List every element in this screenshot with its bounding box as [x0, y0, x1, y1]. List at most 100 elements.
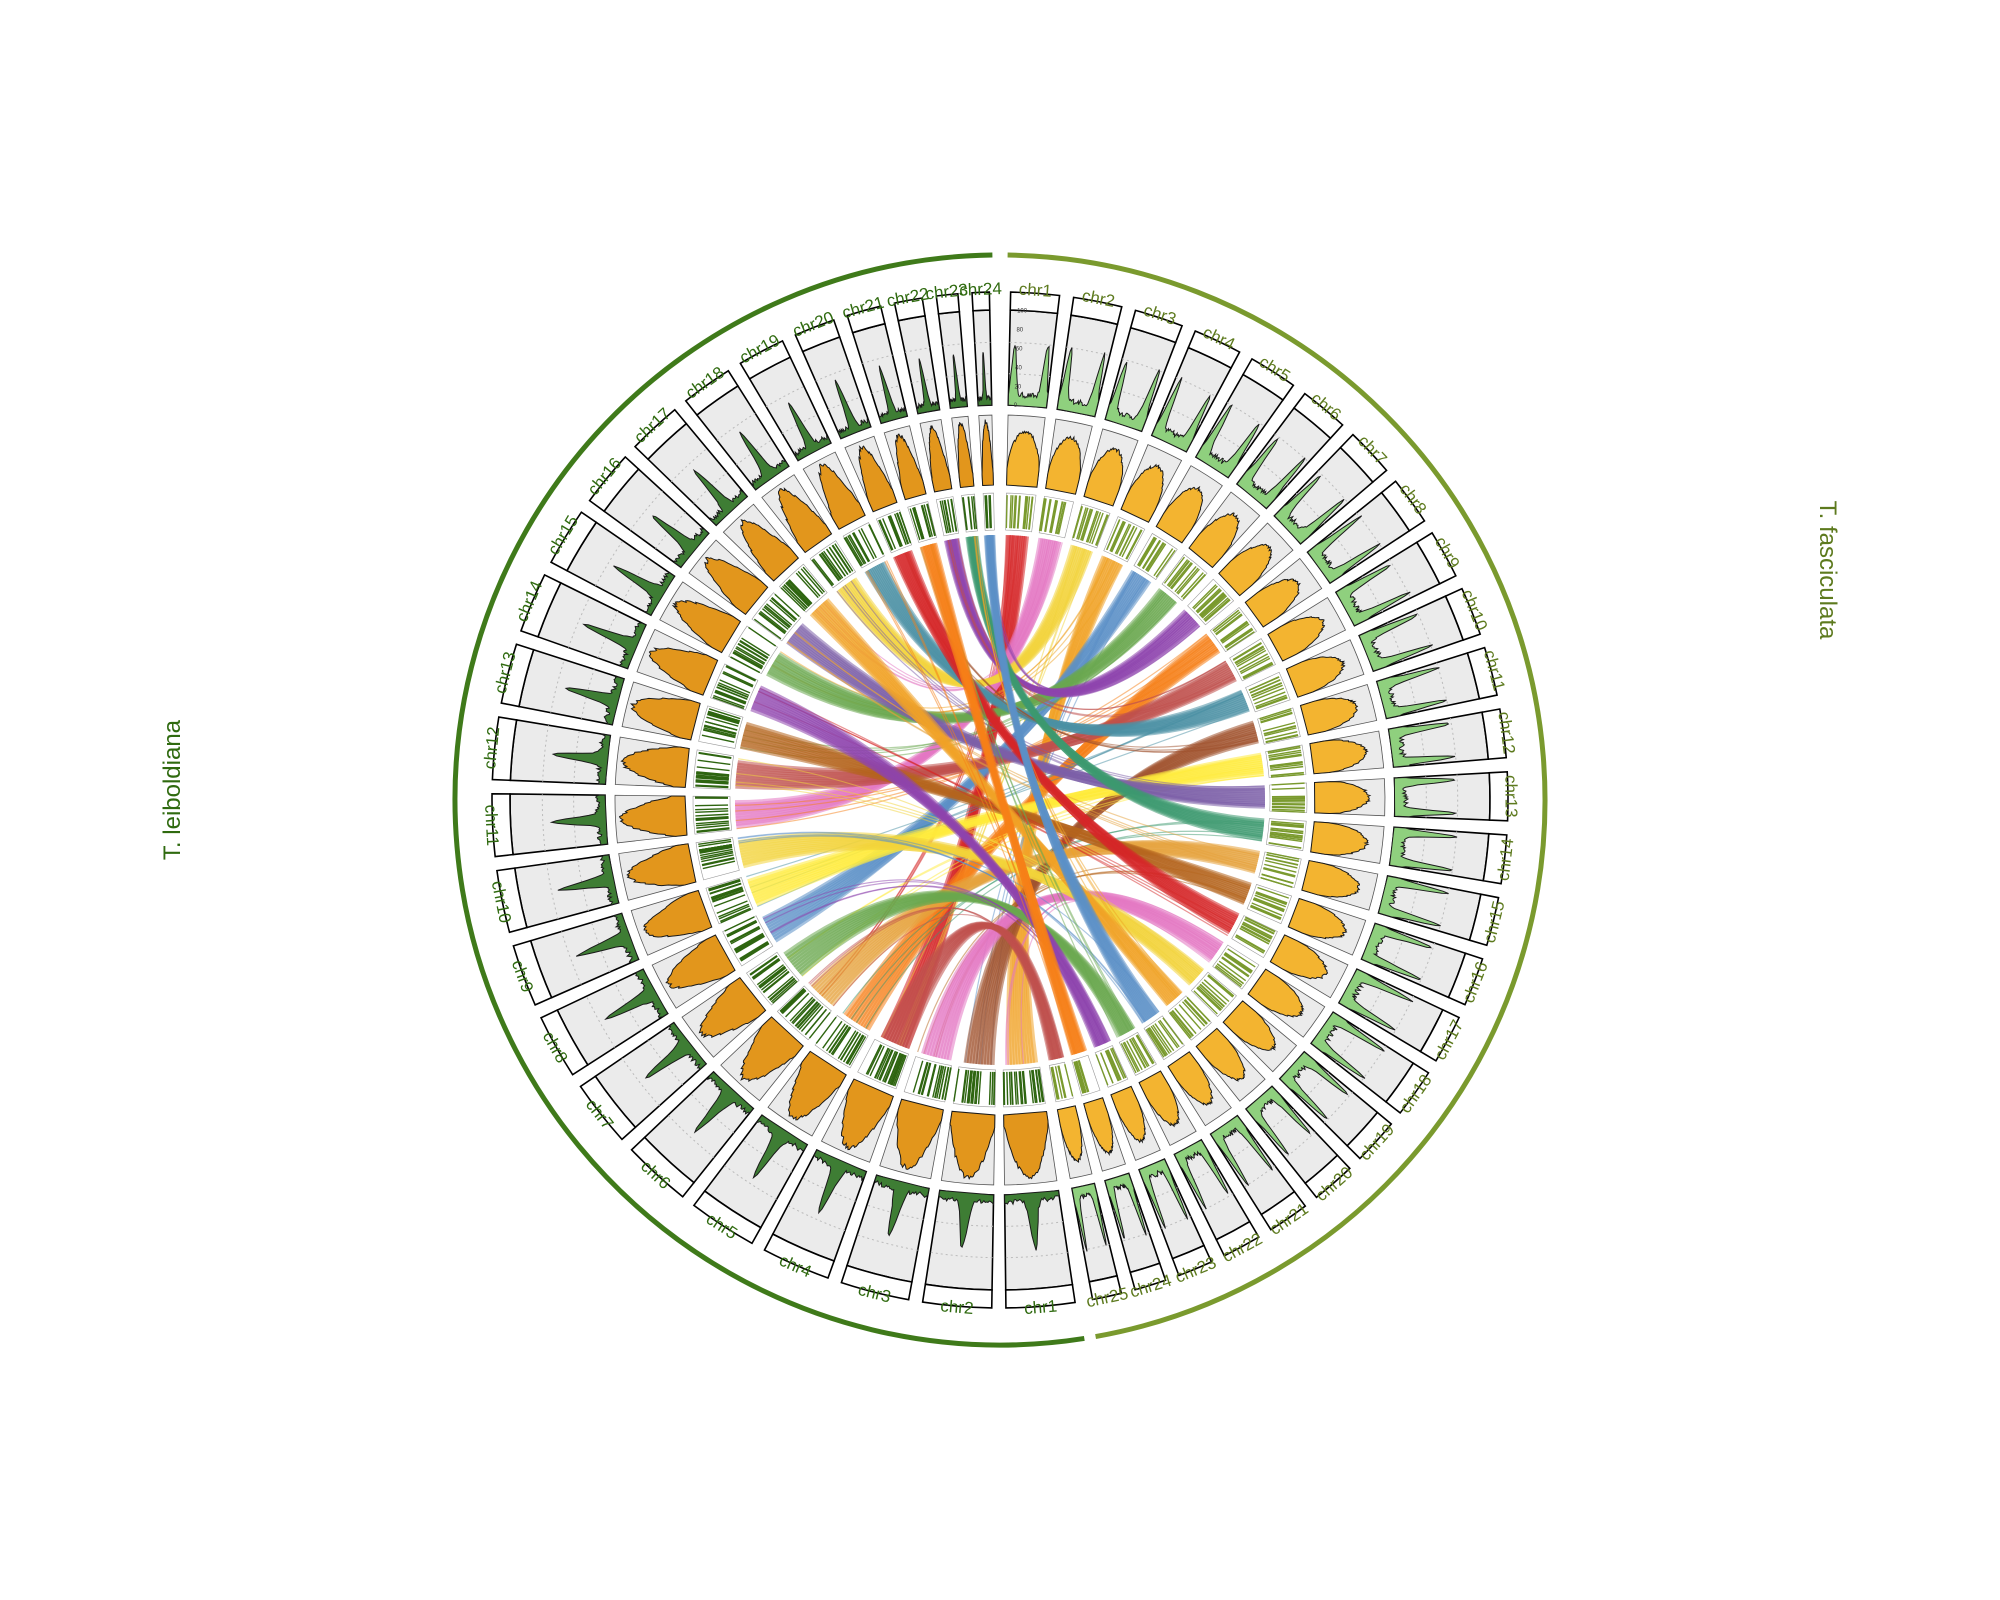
chromosome-fasciculata-chr17: [1231, 915, 1461, 1062]
chromosome-fasciculata-chr13: [1269, 770, 1509, 822]
chromosome-leiboldiana-chr8: [539, 915, 774, 1076]
chromosome-fasciculata-chr6: [1161, 392, 1344, 602]
synteny-link: [844, 584, 1265, 788]
chromosome-leiboldiana-chr15: [549, 511, 778, 675]
chromosome-leiboldiana-chr5: [692, 1015, 869, 1245]
synteny-link: [735, 781, 1204, 972]
chromosome-fasciculata-chr10: [1245, 587, 1482, 713]
chr-label: chr1: [1023, 1297, 1057, 1319]
chromosome-fasciculata-chr3: [1071, 309, 1184, 549]
chromosome-leiboldiana-chr20: [794, 318, 913, 554]
chromosome-leiboldiana-chr23: [935, 292, 978, 533]
species-arc-leiboldiana: [452, 252, 1085, 1348]
chr-label: chr24: [959, 279, 1002, 300]
chromosome-leiboldiana-chr11: [491, 792, 733, 858]
chromosome-fasciculata-chr1: [1005, 291, 1061, 533]
synteny-link: [974, 536, 1177, 999]
chromosome-leiboldiana-chr7: [579, 951, 800, 1141]
chromosome-fasciculata-chr11: [1257, 646, 1498, 745]
synteny-link: [738, 835, 1146, 1022]
chromosome-fasciculata-chr7: [1187, 433, 1388, 626]
track-tick-label: 0: [1014, 403, 1018, 409]
synteny-link: [988, 535, 1147, 1024]
species-arcs: [452, 252, 1548, 1348]
synteny-link: [737, 831, 1160, 1013]
chromosome-leiboldiana-chr16: [588, 455, 802, 642]
chromosome-leiboldiana-chr22: [893, 297, 960, 537]
synteny-link: [832, 913, 1064, 1058]
chr-label: chr2: [940, 1296, 975, 1318]
synteny-link: [917, 872, 1245, 1053]
chromosome-leiboldiana-chr6: [630, 985, 832, 1198]
chromosome-fasciculata-chr18: [1212, 944, 1430, 1115]
synteny-link: [885, 922, 1054, 1061]
synteny-link: [1020, 899, 1210, 1065]
chr-label: chr14: [1494, 837, 1518, 881]
synteny-link: [952, 538, 1201, 698]
chromosome-fasciculata-chr19: [1190, 971, 1393, 1160]
chromosome-leiboldiana-chr9: [512, 877, 754, 1006]
chromosome-fasciculata-chr21: [1143, 1015, 1307, 1231]
chromosome-leiboldiana-chr12: [491, 716, 734, 790]
chr-label: chr1: [1018, 280, 1052, 301]
chromosome-fasciculata-chr23: [1094, 1045, 1213, 1277]
synteny-link: [842, 586, 1265, 805]
chromosome-leiboldiana-chr24: [971, 291, 995, 531]
synteny-link: [949, 539, 1234, 717]
synteny-link: [808, 906, 1056, 1060]
synteny-link: [884, 561, 1077, 1054]
chromosome-leiboldiana-chr10: [496, 837, 740, 934]
chromosome-fasciculata-chr14: [1265, 818, 1508, 885]
chromosome-fasciculata-chr15: [1258, 851, 1500, 947]
species-label-leiboldiana: T. leiboldiana: [159, 719, 186, 860]
synteny-link: [787, 641, 1257, 870]
track-tick-label: 100: [1017, 308, 1028, 314]
chromosome-fasciculata-chr5: [1133, 357, 1295, 580]
synteny-link: [794, 632, 1260, 857]
chromosome-fasciculata-chr8: [1209, 480, 1426, 653]
chr-label: chr23: [925, 280, 969, 303]
chromosome-fasciculata-chr24: [1071, 1054, 1167, 1291]
chromosome-segments: [491, 291, 1509, 1309]
chromosome-leiboldiana-chr17: [633, 408, 828, 613]
chromosome-leiboldiana-chr21: [846, 305, 937, 543]
chromosome-leiboldiana-chr18: [684, 369, 856, 589]
chromosome-leiboldiana-chr3: [840, 1056, 952, 1301]
chromosome-leiboldiana-chr13: [500, 643, 744, 749]
synteny-link: [947, 540, 1226, 710]
chromosome-fasciculata-chr25: [1048, 1061, 1123, 1301]
chromosome-fasciculata-chr12: [1265, 708, 1508, 778]
chromosome-fasciculata-chr20: [1167, 995, 1351, 1199]
synteny-link: [1007, 892, 1224, 1065]
synteny-link: [735, 784, 1195, 981]
chromosome-fasciculata-chr16: [1246, 884, 1484, 1006]
chr-label: chr13: [1501, 775, 1520, 818]
synteny-link: [736, 772, 1201, 975]
track-tick-label: 40: [1015, 365, 1022, 371]
chromosome-fasciculata-chr2: [1038, 296, 1123, 539]
synteny-link: [770, 885, 1111, 1042]
synteny-link: [764, 881, 1106, 1044]
chromosome-leiboldiana-chr1: [1002, 1066, 1076, 1309]
synteny-link: [738, 758, 1193, 983]
track-tick-label: 80: [1016, 327, 1023, 333]
synteny-link: [786, 892, 1123, 1038]
synteny-link: [976, 535, 1182, 994]
synteny-link: [796, 626, 1265, 809]
chromosome-fasciculata-chr4: [1103, 329, 1241, 563]
chr-label: chr12: [480, 726, 503, 770]
track-tick-label: 60: [1016, 346, 1023, 352]
track-tick-label: 20: [1014, 384, 1021, 390]
synteny-link: [865, 571, 1073, 1056]
synteny-link: [866, 570, 1085, 1052]
chromosome-leiboldiana-chr19: [739, 339, 885, 569]
synteny-links: [734, 535, 1266, 1065]
chromosome-leiboldiana-chr4: [763, 1038, 909, 1280]
chromosome-fasciculata-chr22: [1118, 1031, 1260, 1257]
chromosome-leiboldiana-chr2: [921, 1066, 996, 1309]
chromosome-leiboldiana-chr14: [519, 573, 759, 711]
synteny-link: [770, 885, 1101, 1046]
species-arc-fasciculata: [1007, 252, 1548, 1340]
species-label-fasciculata: T. fasciculata: [1814, 501, 1841, 640]
